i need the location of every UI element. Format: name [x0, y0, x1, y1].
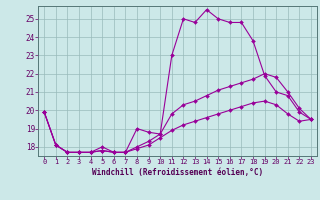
X-axis label: Windchill (Refroidissement éolien,°C): Windchill (Refroidissement éolien,°C) [92, 168, 263, 177]
